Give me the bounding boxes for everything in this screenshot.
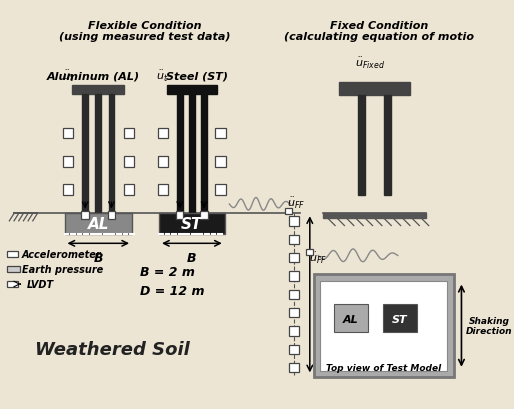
Bar bbox=[123, 185, 134, 195]
Bar bbox=[289, 272, 299, 281]
Text: Steel (ST): Steel (ST) bbox=[166, 71, 228, 81]
Text: $\ddot{u}_t$: $\ddot{u}_t$ bbox=[156, 69, 169, 84]
Bar bbox=[201, 95, 207, 214]
Bar bbox=[384, 96, 391, 195]
Bar bbox=[176, 212, 183, 220]
Bar bbox=[8, 281, 18, 288]
Text: Earth pressure: Earth pressure bbox=[22, 264, 103, 274]
Text: $\ddot{u}_t$: $\ddot{u}_t$ bbox=[62, 69, 74, 84]
Bar bbox=[158, 185, 169, 195]
Text: ST: ST bbox=[181, 217, 203, 231]
Text: D: D bbox=[316, 288, 327, 301]
Bar bbox=[159, 214, 225, 234]
Text: D = 12 m: D = 12 m bbox=[140, 284, 205, 297]
Text: LVDT: LVDT bbox=[27, 279, 54, 289]
Bar bbox=[215, 157, 226, 167]
Bar bbox=[63, 185, 73, 195]
Bar bbox=[289, 253, 299, 263]
Bar bbox=[358, 96, 365, 195]
Bar bbox=[289, 345, 299, 354]
Text: Flexible Condition
(using measured test data): Flexible Condition (using measured test … bbox=[59, 20, 231, 42]
Text: Shaking
Direction: Shaking Direction bbox=[466, 316, 512, 335]
Bar bbox=[314, 274, 454, 377]
Bar bbox=[215, 129, 226, 139]
Bar bbox=[107, 212, 115, 220]
Bar bbox=[65, 214, 132, 234]
Bar bbox=[289, 290, 299, 299]
Bar bbox=[63, 129, 73, 139]
Bar bbox=[323, 214, 426, 218]
Text: Top view of Test Model: Top view of Test Model bbox=[326, 364, 442, 372]
Bar bbox=[289, 326, 299, 336]
Bar bbox=[383, 304, 416, 333]
Text: ST: ST bbox=[392, 315, 408, 324]
Bar bbox=[82, 95, 88, 214]
Bar bbox=[289, 308, 299, 318]
Bar bbox=[72, 86, 124, 95]
Text: AL: AL bbox=[343, 315, 359, 324]
Bar bbox=[177, 95, 182, 214]
Bar bbox=[167, 86, 217, 95]
Text: AL: AL bbox=[87, 217, 109, 231]
Text: $\ddot{u}_{FF}$: $\ddot{u}_{FF}$ bbox=[309, 250, 327, 265]
Bar bbox=[320, 281, 447, 371]
Bar bbox=[215, 185, 226, 195]
Text: Accelerometer: Accelerometer bbox=[22, 249, 101, 259]
Bar bbox=[200, 212, 208, 220]
Bar bbox=[158, 129, 169, 139]
Text: Fixed Condition
(calculating equation of motio: Fixed Condition (calculating equation of… bbox=[284, 20, 474, 42]
Text: $\ddot{u}_{Fixed}$: $\ddot{u}_{Fixed}$ bbox=[355, 56, 385, 71]
Text: Aluminum (AL): Aluminum (AL) bbox=[47, 71, 140, 81]
Bar bbox=[123, 157, 134, 167]
Text: $\ddot{u}_{FF}$: $\ddot{u}_{FF}$ bbox=[287, 195, 305, 210]
Bar bbox=[289, 235, 299, 244]
Text: B = 2 m: B = 2 m bbox=[140, 265, 195, 278]
Bar bbox=[123, 129, 134, 139]
Bar bbox=[108, 95, 114, 214]
Bar bbox=[334, 304, 368, 333]
Bar bbox=[285, 208, 292, 215]
Bar bbox=[81, 212, 89, 220]
Bar bbox=[289, 363, 299, 373]
Bar bbox=[306, 249, 313, 256]
Text: Weathered Soil: Weathered Soil bbox=[35, 340, 190, 358]
Bar bbox=[63, 157, 73, 167]
Text: B: B bbox=[187, 251, 197, 264]
Bar bbox=[158, 157, 169, 167]
Bar bbox=[8, 251, 18, 258]
Bar bbox=[96, 95, 101, 214]
Bar bbox=[8, 266, 20, 273]
Bar bbox=[289, 217, 299, 226]
Bar bbox=[339, 83, 410, 96]
Text: B: B bbox=[94, 251, 103, 264]
Bar bbox=[189, 95, 195, 214]
